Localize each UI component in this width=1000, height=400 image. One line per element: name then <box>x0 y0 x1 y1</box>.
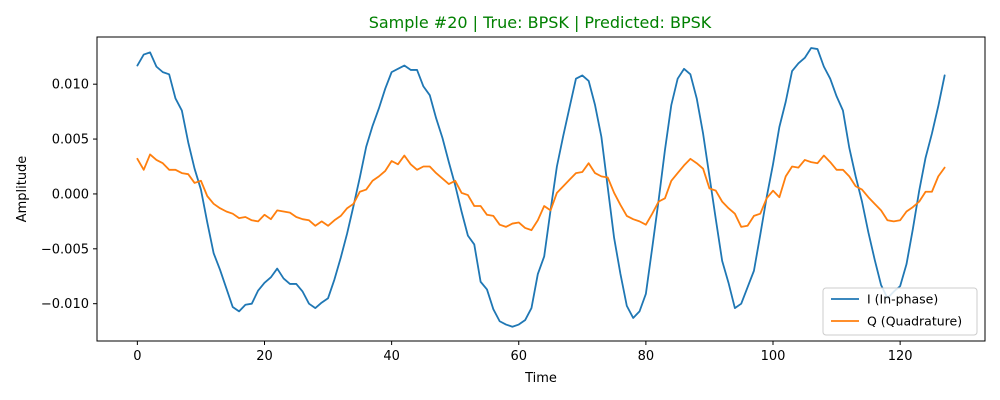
series-group <box>136 47 946 328</box>
x-tick-label: 120 <box>888 349 913 364</box>
y-tick-label: −0.010 <box>41 297 89 312</box>
x-tick-label: 40 <box>383 349 400 364</box>
legend: I (In-phase) Q (Quadrature) <box>822 287 978 336</box>
x-tick-label: 0 <box>133 349 141 364</box>
x-tick-label: 80 <box>638 349 655 364</box>
y-tick-label: −0.005 <box>41 242 89 257</box>
y-axis: −0.010 −0.005 0.000 0.005 0.010 <box>41 78 97 312</box>
y-axis-label: Amplitude <box>15 156 30 223</box>
x-tick-label: 60 <box>510 349 527 364</box>
legend-label: Q (Quadrature) <box>867 314 962 329</box>
plot-frame <box>96 36 986 342</box>
y-tick-label: 0.010 <box>52 78 89 93</box>
legend-box <box>822 287 978 336</box>
series-line-q-quadrature <box>136 153 946 232</box>
x-tick-label: 20 <box>256 349 273 364</box>
series-line-i-in-phase <box>136 47 946 328</box>
legend-label: I (In-phase) <box>867 292 938 307</box>
y-tick-label: 0.000 <box>52 187 89 202</box>
x-tick-label: 100 <box>761 349 786 364</box>
x-axis: 0 20 40 60 80 100 120 <box>133 341 913 364</box>
chart-title: Sample #20 | True: BPSK | Predicted: BPS… <box>369 13 712 32</box>
x-axis-label: Time <box>524 371 557 386</box>
y-tick-label: 0.005 <box>52 133 89 148</box>
